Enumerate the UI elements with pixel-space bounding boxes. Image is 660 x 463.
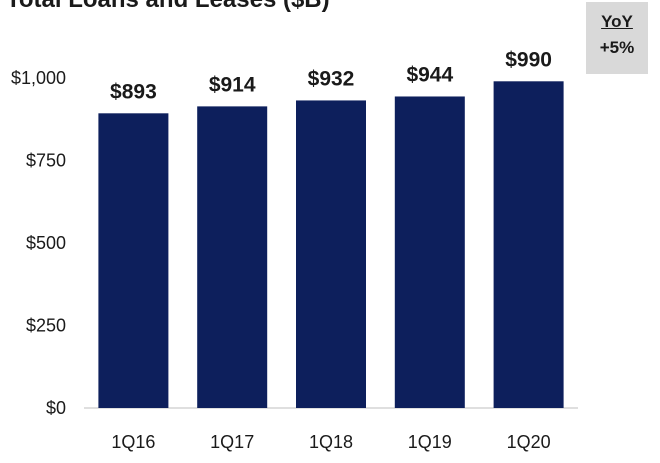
chart-title: Total Loans and Leases ($B) <box>6 0 330 14</box>
bar-1q18 <box>296 100 366 408</box>
x-tick-label: 1Q16 <box>111 432 155 452</box>
y-tick-label: $750 <box>26 151 66 171</box>
x-tick-label: 1Q19 <box>408 432 452 452</box>
x-tick-label: 1Q17 <box>210 432 254 452</box>
data-label: $932 <box>308 67 355 90</box>
y-tick-label: $500 <box>26 233 66 253</box>
bar-1q16 <box>98 113 169 408</box>
data-label: $893 <box>110 80 157 103</box>
data-label: $944 <box>406 63 453 86</box>
y-tick-label: $250 <box>26 316 66 336</box>
x-tick-label: 1Q20 <box>507 432 551 452</box>
y-tick-label: $0 <box>46 398 66 418</box>
bar-1q20 <box>493 81 564 409</box>
yoy-value: +5% <box>599 38 635 57</box>
bar-1q17 <box>197 106 268 408</box>
data-label: $914 <box>209 73 256 96</box>
data-label: $990 <box>505 48 552 71</box>
x-tick-label: 1Q18 <box>309 432 353 452</box>
y-tick-label: $1,000 <box>11 68 66 88</box>
bar-1q19 <box>394 96 465 408</box>
yoy-label: YoY <box>601 12 633 31</box>
yoy-box: YoY +5% <box>586 2 648 74</box>
